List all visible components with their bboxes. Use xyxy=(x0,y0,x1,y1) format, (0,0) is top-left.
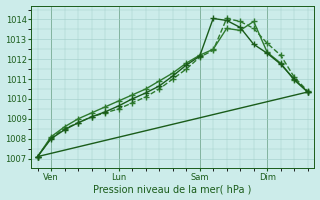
X-axis label: Pression niveau de la mer( hPa ): Pression niveau de la mer( hPa ) xyxy=(93,184,252,194)
